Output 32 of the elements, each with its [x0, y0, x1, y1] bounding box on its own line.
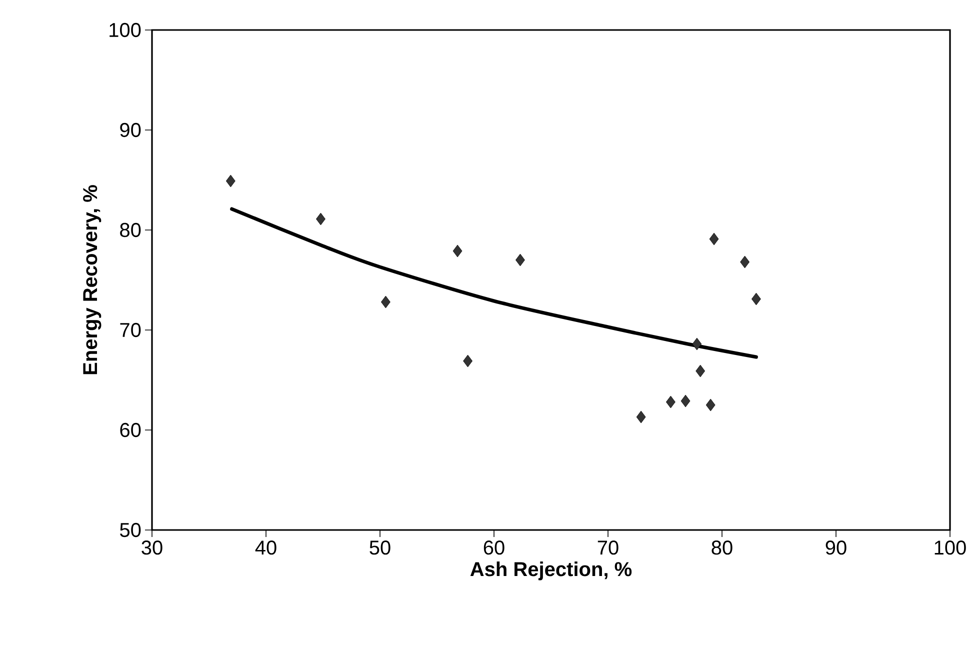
point [226, 174, 236, 188]
y-tick-label: 70 [120, 322, 141, 338]
x-tick-label: 80 [712, 540, 732, 555]
point [666, 396, 676, 408]
point [752, 292, 761, 306]
x-tick-label: 40 [255, 540, 276, 555]
point [740, 256, 750, 268]
x-tick-label: 70 [598, 540, 618, 555]
x-tick-label: 60 [484, 540, 504, 555]
point [381, 296, 390, 308]
y-tick-label: 90 [120, 122, 141, 138]
point [316, 212, 326, 226]
point [463, 354, 472, 368]
y-axis-title: Energy Recovery, % [83, 185, 102, 374]
point [696, 364, 706, 378]
x-tick-label: 100 [934, 540, 966, 555]
point [706, 398, 716, 412]
point [516, 254, 525, 266]
y-tick-label: 50 [120, 522, 141, 538]
point [452, 244, 462, 258]
y-tick-label: 100 [110, 22, 141, 38]
point [709, 232, 719, 246]
x-tick-label: 90 [826, 540, 846, 555]
point [692, 338, 702, 350]
point [680, 394, 690, 408]
point [636, 410, 646, 424]
line-series [230, 207, 758, 359]
y-tick-label: 80 [120, 222, 141, 238]
x-tick-label: 50 [370, 540, 390, 555]
x-tick-label: 30 [142, 540, 162, 555]
x-axis-title: Ash Rejection, % [470, 562, 632, 580]
y-tick-label: 60 [120, 422, 141, 438]
